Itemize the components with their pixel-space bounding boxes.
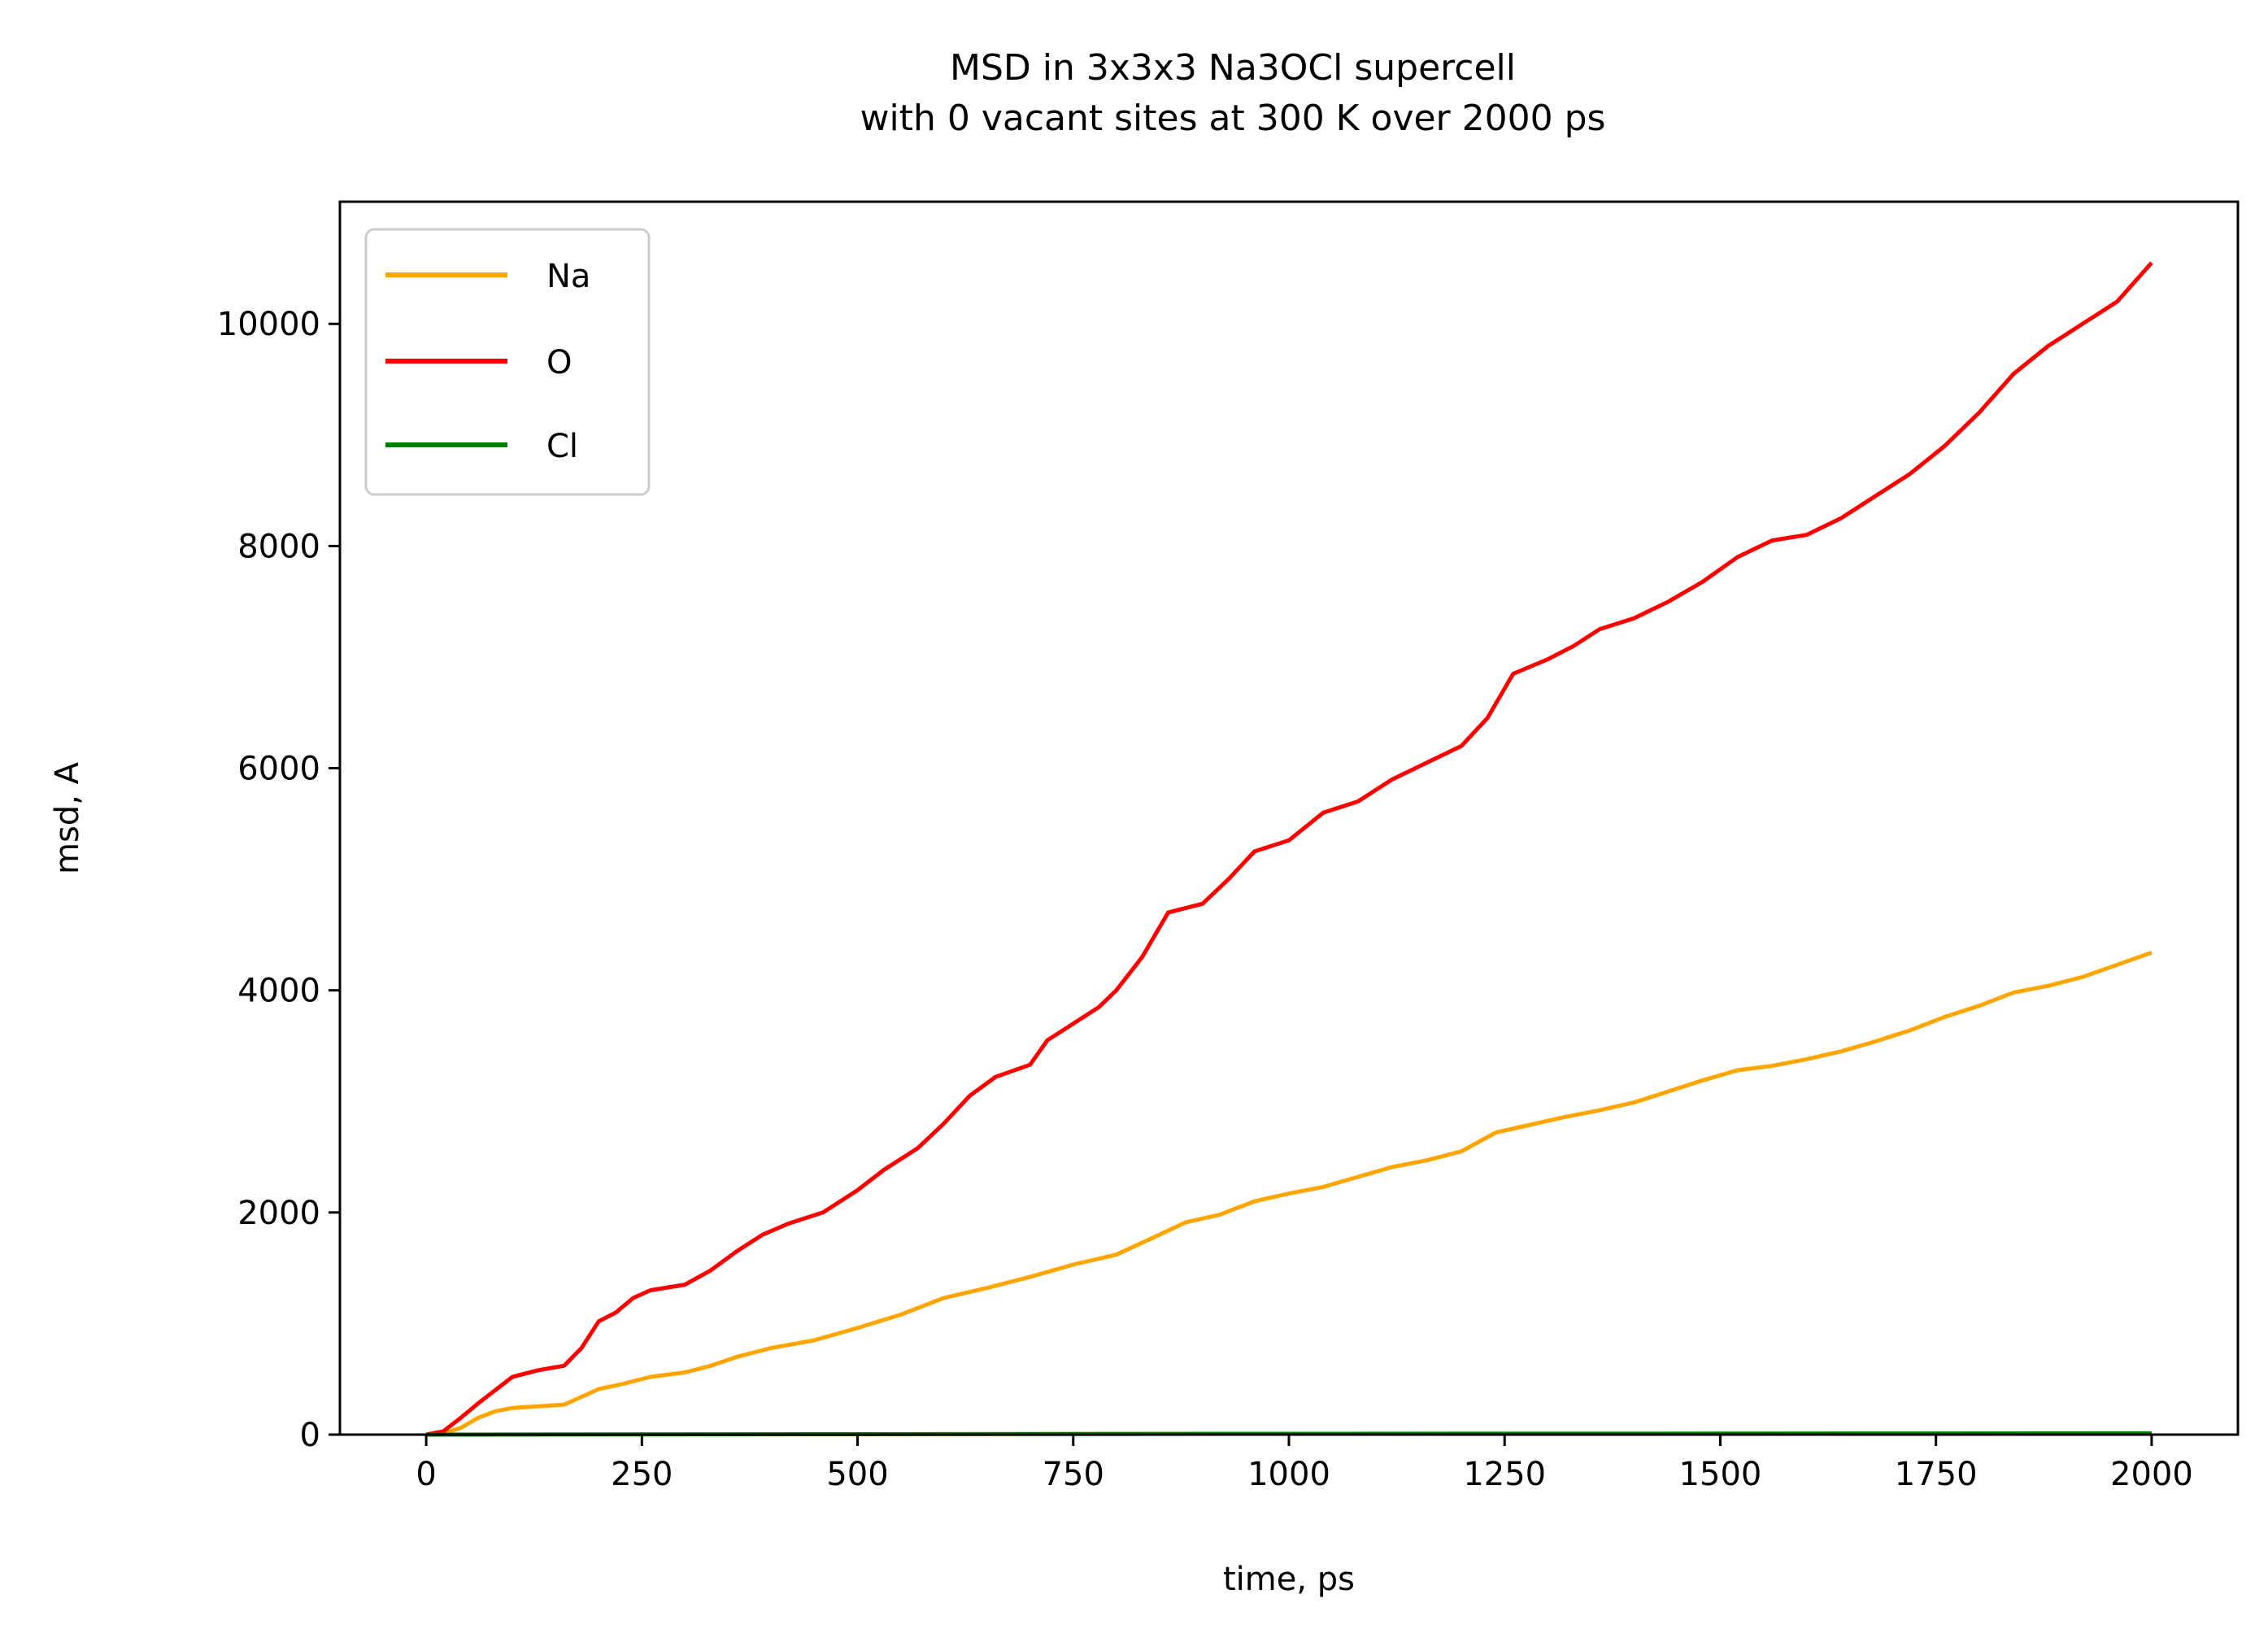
legend-label-cl: Cl: [546, 428, 578, 465]
x-tick-label: 250: [611, 1456, 673, 1493]
legend-label-na: Na: [546, 258, 590, 295]
x-tick-label: 1500: [1679, 1456, 1762, 1493]
series-line-na: [425, 950, 2153, 1437]
y-tick-label: 6000: [237, 751, 320, 788]
y-tick-label: 10000: [217, 306, 320, 343]
x-tick-label: 1750: [1895, 1456, 1978, 1493]
x-tick-label: 750: [1043, 1456, 1104, 1493]
series-line-o: [425, 261, 2153, 1437]
y-axis-label: msd, A: [49, 761, 86, 874]
legend-label-o: O: [546, 344, 572, 381]
y-tick-label: 8000: [237, 528, 320, 565]
x-tick-label: 1000: [1247, 1456, 1330, 1493]
ticks-layer: 0 250 500 750 1000 1250 1500 1750 2000 0 2000 4000 6…: [217, 306, 2193, 1493]
x-tick-label: 0: [416, 1456, 436, 1493]
y-tick-label: 4000: [237, 973, 320, 1010]
legend: Na O Cl: [364, 228, 651, 496]
chart-title-line-1: MSD in 3x3x3 Na3OCl supercell: [950, 47, 1516, 89]
x-tick-label: 1250: [1463, 1456, 1546, 1493]
chart-title-line-2: with 0 vacant sites at 300 K over 2000 p…: [860, 98, 1606, 139]
y-tick-label: 0: [300, 1417, 320, 1454]
x-tick-label: 2000: [2110, 1456, 2193, 1493]
y-tick-label: 2000: [237, 1195, 320, 1232]
x-tick-label: 500: [826, 1456, 888, 1493]
x-axis-label: time, ps: [1223, 1561, 1355, 1598]
